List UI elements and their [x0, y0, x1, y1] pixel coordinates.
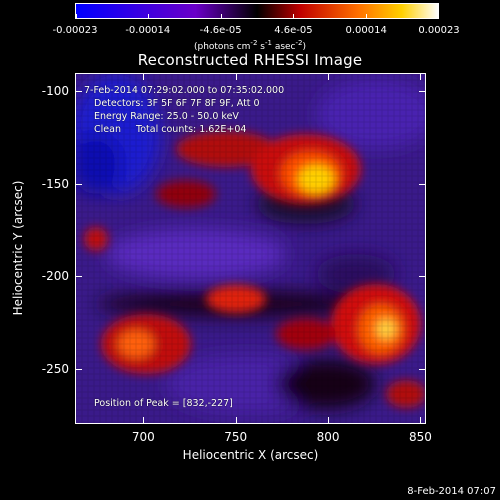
x-tick — [328, 73, 330, 80]
colorbar-tick — [293, 14, 295, 18]
x-tick — [143, 73, 145, 80]
colorbar — [75, 3, 439, 19]
colorbar-tick-label: -0.00023 — [52, 25, 98, 36]
colorbar-tick-label: 4.6e-05 — [274, 25, 313, 36]
annotation-detectors: Detectors: 3F 5F 6F 7F 8F 9F, Att 0 — [94, 98, 260, 109]
annotation-time-range: 7-Feb-2014 07:29:02.000 to 07:35:02.000 — [84, 85, 285, 96]
colorbar-tick — [76, 14, 77, 18]
colorbar-units: (photons cm-2 s-1 asec-2) — [193, 39, 307, 52]
annotation-energy-range: Energy Range: 25.0 - 50.0 keV — [94, 111, 239, 122]
x-tick — [420, 73, 422, 80]
date-stamp: 8-Feb-2014 07:07 — [407, 486, 496, 497]
x-tick — [143, 417, 145, 424]
annotation-peak-position: Position of Peak = [832,-227] — [94, 398, 233, 409]
y-axis-label: Heliocentric Y (arcsec) — [11, 180, 25, 316]
y-tick — [419, 368, 426, 370]
y-tick — [75, 183, 82, 185]
x-tick — [235, 73, 237, 80]
colorbar-tick — [148, 14, 150, 18]
y-tick — [419, 183, 426, 185]
y-tick-label: -150 — [41, 176, 69, 191]
x-tick-label: 850 — [409, 430, 432, 444]
rhessi-image: 7-Feb-2014 07:29:02.000 to 07:35:02.000 … — [75, 73, 426, 424]
x-tick-label: 750 — [224, 430, 248, 444]
y-tick — [75, 91, 82, 93]
y-tick-label: -250 — [41, 361, 69, 376]
colorbar-tick-label: -0.00014 — [125, 25, 171, 36]
y-tick — [419, 91, 426, 93]
annotation-clean-counts: Clean Total counts: 1.62E+04 — [94, 124, 247, 135]
x-axis-label: Heliocentric X (arcsec) — [182, 448, 319, 462]
colorbar-tick-label: 0.00023 — [418, 25, 460, 36]
colorbar-tick-label: -4.6e-05 — [199, 25, 242, 36]
x-tick — [420, 417, 422, 424]
x-tick-label: 800 — [316, 430, 340, 444]
y-tick — [75, 276, 82, 278]
x-tick — [328, 417, 330, 424]
y-tick — [419, 276, 426, 278]
y-tick-label: -100 — [41, 84, 69, 99]
y-tick — [75, 368, 82, 370]
image-map — [76, 74, 425, 423]
x-tick — [235, 417, 237, 424]
colorbar-tick — [365, 14, 367, 18]
colorbar-tick — [220, 14, 222, 18]
x-tick-label: 700 — [131, 430, 155, 444]
plot-title: Reconstructed RHESSI Image — [137, 51, 363, 69]
colorbar-tick — [438, 14, 439, 18]
y-tick-label: -200 — [41, 269, 69, 284]
colorbar-tick-label: 0.00014 — [345, 25, 387, 36]
